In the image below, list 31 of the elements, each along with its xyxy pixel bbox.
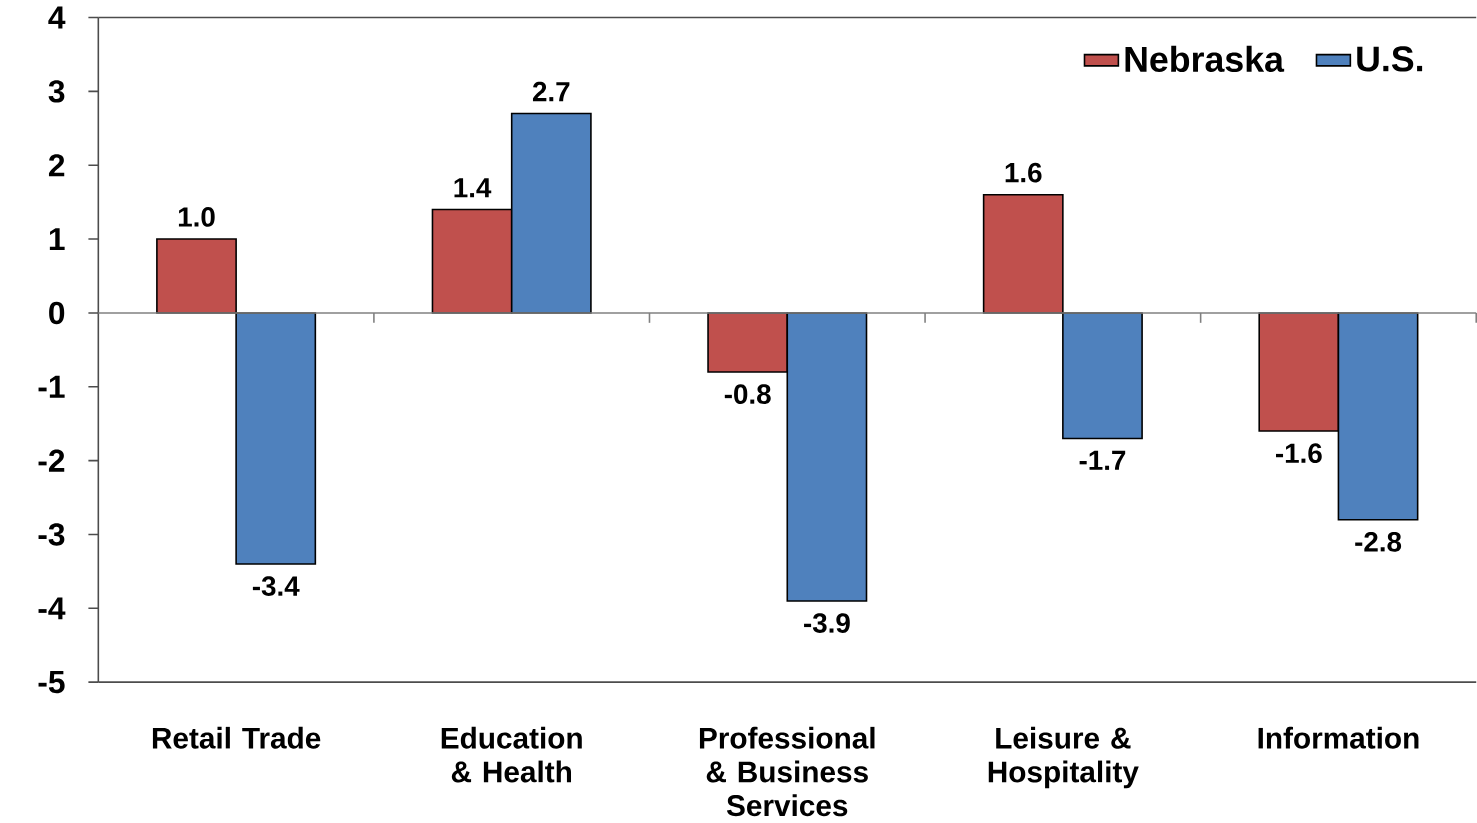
data-label: -3.9 — [804, 613, 850, 634]
legend-label: U.S. — [1357, 46, 1423, 72]
data-label: 1.4 — [454, 178, 492, 198]
y-tick-label: -2 — [38, 449, 65, 472]
bar — [1062, 312, 1143, 440]
data-label: 1.6 — [1005, 162, 1042, 183]
y-tick-label: -5 — [38, 671, 65, 694]
data-label: -1.7 — [1079, 450, 1126, 470]
x-tick-label: Professional & Business Services — [699, 726, 875, 817]
data-label: -1.6 — [1275, 443, 1322, 464]
x-tick-label: Information — [1258, 726, 1419, 749]
y-tick-label: 4 — [48, 6, 66, 29]
data-label: -2.8 — [1355, 532, 1402, 552]
x-tick-label: Education & Health — [441, 726, 582, 783]
bar — [235, 312, 317, 565]
y-tick-label: -1 — [38, 375, 65, 398]
y-tick-label: -3 — [38, 523, 65, 546]
y-tick-label: 2 — [48, 154, 65, 177]
y-tick-label: -4 — [38, 597, 66, 620]
bar — [982, 194, 1064, 314]
y-tick-label: 1 — [49, 228, 65, 251]
x-tick-label: Retail Trade — [152, 726, 321, 749]
data-label: 1.0 — [178, 207, 215, 227]
bar — [156, 238, 237, 314]
x-tick-label: Leisure & Hospitality — [988, 726, 1139, 789]
data-label: 2.7 — [532, 81, 570, 102]
data-label: -3.4 — [252, 576, 300, 597]
legend-label: Nebraska — [1125, 45, 1285, 73]
y-tick-label: 0 — [49, 301, 65, 325]
data-label: -0.8 — [724, 384, 771, 405]
y-tick-label: 3 — [48, 80, 65, 103]
